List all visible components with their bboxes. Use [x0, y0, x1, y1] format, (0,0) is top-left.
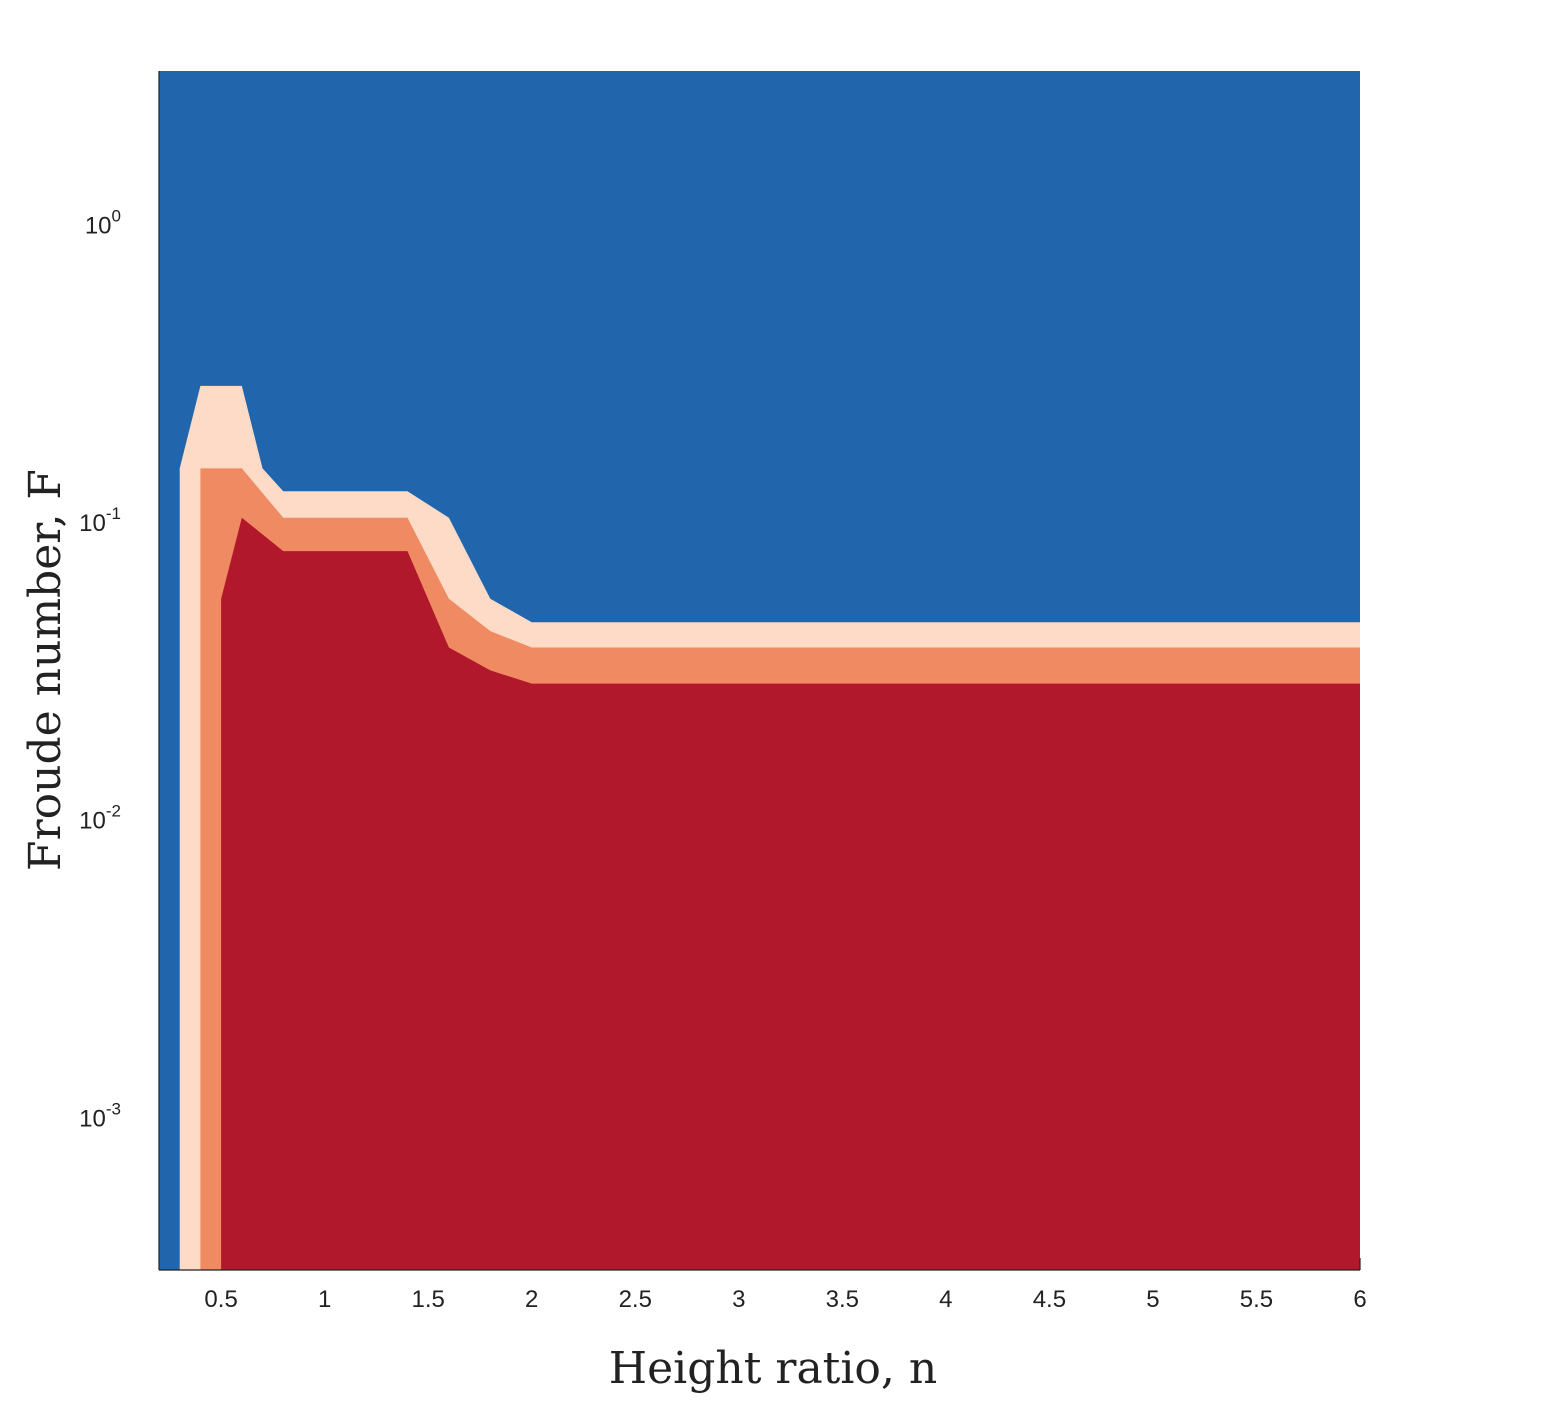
x-tick-label: 6 — [1353, 1286, 1366, 1313]
x-tick-label: 5.5 — [1240, 1286, 1273, 1313]
x-tick-label: 3 — [732, 1286, 745, 1313]
y-axis-title: Froude number, F — [20, 469, 71, 871]
y-tick-label: 10-2 — [79, 802, 121, 835]
x-axis-ticks: 0.5 1 1.5 2 2.5 3 3.5 4 4.5 5 5.5 6 — [204, 1286, 1366, 1313]
x-axis-title: Height ratio, n — [609, 1343, 937, 1394]
y-axis-ticks: 100 10-1 10-2 10-3 — [79, 206, 121, 1132]
y-tick-label: 10-1 — [79, 504, 121, 537]
x-tick-label: 1 — [318, 1286, 331, 1313]
x-tick-label: 5 — [1146, 1286, 1159, 1313]
x-tick-label: 0.5 — [204, 1286, 237, 1313]
axes — [158, 71, 1361, 1271]
x-tick-label: 1.5 — [412, 1286, 445, 1313]
contour-band-3 — [221, 517, 1360, 1270]
y-tick-label: 100 — [85, 206, 121, 239]
x-tick-label: 3.5 — [826, 1286, 859, 1313]
x-tick-label: 4.5 — [1033, 1286, 1066, 1313]
y-tick-label: 10-3 — [79, 1099, 121, 1132]
x-tick-label: 2.5 — [619, 1286, 652, 1313]
plot-area — [159, 71, 1361, 1271]
x-tick-label: 2 — [525, 1286, 538, 1313]
x-tick-label: 4 — [939, 1286, 952, 1313]
